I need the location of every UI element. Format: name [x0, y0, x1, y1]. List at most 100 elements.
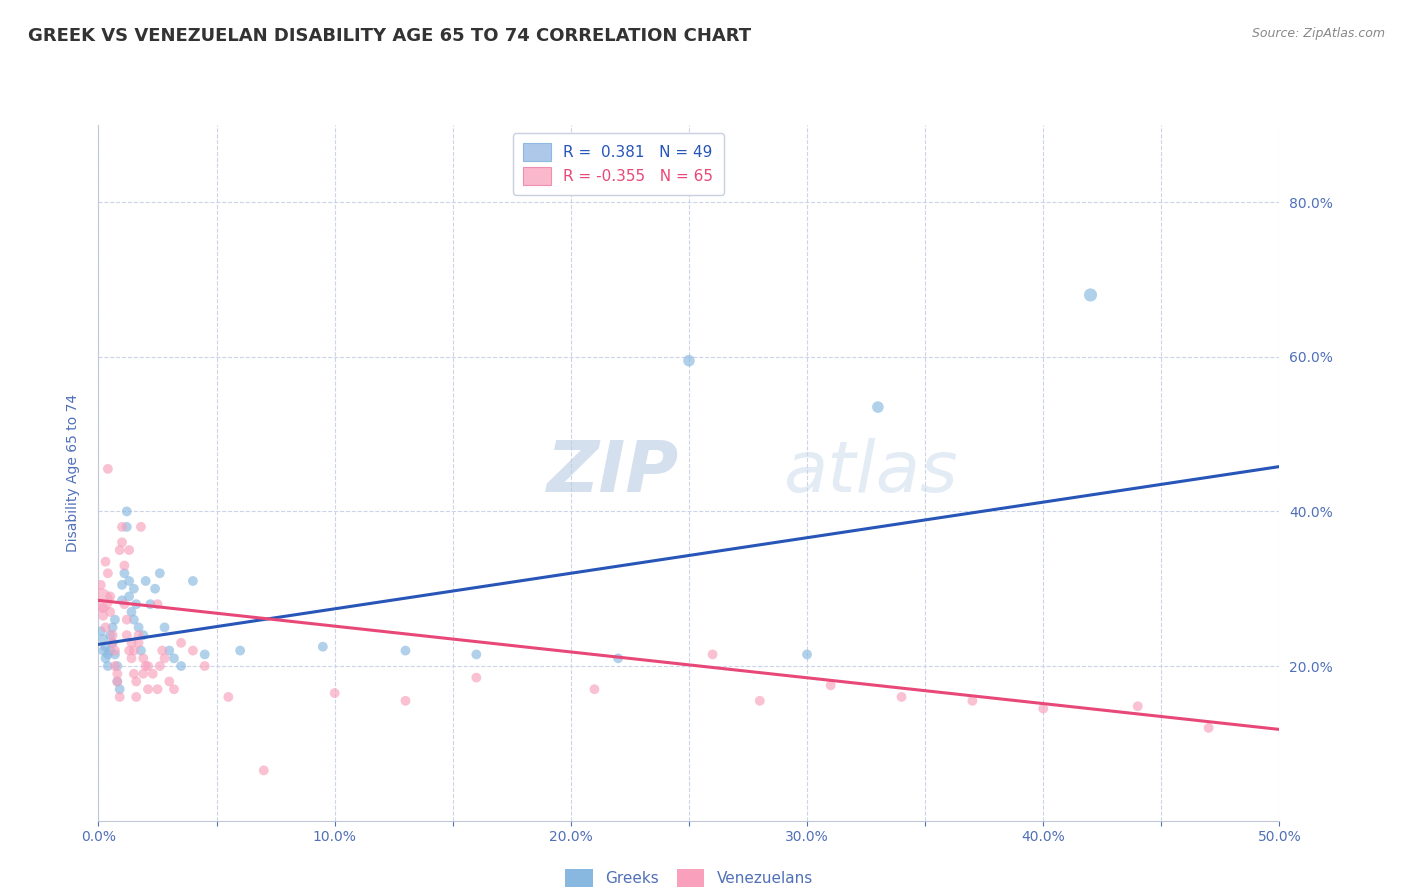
Point — [129, 643, 152, 657]
Point — [607, 651, 630, 665]
Point — [194, 659, 217, 673]
Point — [112, 597, 135, 611]
Point — [163, 682, 186, 697]
Point — [1032, 701, 1054, 715]
Point — [146, 682, 169, 697]
Point — [796, 648, 818, 662]
Point — [91, 632, 114, 646]
Point — [97, 462, 120, 476]
Point — [115, 613, 138, 627]
Point — [111, 593, 134, 607]
Point — [121, 636, 143, 650]
Point — [98, 628, 121, 642]
Point — [105, 659, 128, 673]
Point — [122, 613, 145, 627]
Point — [112, 566, 135, 581]
Point — [136, 682, 159, 697]
Point — [90, 578, 112, 592]
Point — [104, 648, 127, 662]
Text: ZIP: ZIP — [547, 438, 679, 508]
Point — [394, 643, 416, 657]
Point — [115, 504, 138, 518]
Point — [94, 555, 117, 569]
Point — [229, 643, 252, 657]
Point — [142, 666, 165, 681]
Point — [820, 678, 842, 692]
Point — [132, 651, 155, 665]
Point — [111, 520, 134, 534]
Point — [128, 628, 150, 642]
Point — [101, 636, 124, 650]
Point — [128, 620, 150, 634]
Legend: Greeks, Venezuelans: Greeks, Venezuelans — [560, 863, 818, 892]
Point — [98, 643, 121, 657]
Y-axis label: Disability Age 65 to 74: Disability Age 65 to 74 — [66, 393, 80, 552]
Point — [122, 666, 145, 681]
Point — [150, 643, 173, 657]
Point — [132, 628, 155, 642]
Text: Source: ZipAtlas.com: Source: ZipAtlas.com — [1251, 27, 1385, 40]
Point — [170, 659, 193, 673]
Point — [125, 674, 148, 689]
Point — [94, 651, 117, 665]
Point — [128, 636, 150, 650]
Point — [112, 558, 135, 573]
Point — [702, 648, 724, 662]
Point — [108, 682, 131, 697]
Point — [181, 643, 204, 657]
Point — [101, 636, 124, 650]
Point — [153, 620, 176, 634]
Point — [163, 651, 186, 665]
Point — [97, 648, 120, 662]
Point — [125, 690, 148, 704]
Point — [90, 624, 112, 639]
Point — [1198, 721, 1220, 735]
Point — [217, 690, 239, 704]
Text: atlas: atlas — [783, 438, 957, 508]
Point — [118, 643, 141, 657]
Point — [111, 535, 134, 549]
Point — [1126, 699, 1149, 714]
Point — [108, 543, 131, 558]
Point — [962, 694, 984, 708]
Point — [91, 601, 114, 615]
Point — [146, 597, 169, 611]
Point — [101, 620, 124, 634]
Point — [890, 690, 912, 704]
Point — [94, 620, 117, 634]
Point — [98, 590, 121, 604]
Point — [115, 628, 138, 642]
Point — [118, 543, 141, 558]
Point — [465, 648, 488, 662]
Point — [121, 651, 143, 665]
Point — [122, 643, 145, 657]
Point — [98, 605, 121, 619]
Point — [105, 666, 128, 681]
Point — [170, 636, 193, 650]
Point — [122, 582, 145, 596]
Text: GREEK VS VENEZUELAN DISABILITY AGE 65 TO 74 CORRELATION CHART: GREEK VS VENEZUELAN DISABILITY AGE 65 TO… — [28, 27, 751, 45]
Point — [115, 520, 138, 534]
Point — [125, 597, 148, 611]
Point — [323, 686, 346, 700]
Point — [312, 640, 335, 654]
Point — [104, 659, 127, 673]
Point — [748, 694, 770, 708]
Point — [253, 764, 276, 778]
Point — [583, 682, 606, 697]
Point — [97, 659, 120, 673]
Point — [143, 582, 166, 596]
Point — [101, 628, 124, 642]
Point — [866, 400, 889, 414]
Point — [153, 651, 176, 665]
Point — [104, 613, 127, 627]
Point — [139, 597, 162, 611]
Point — [394, 694, 416, 708]
Point — [136, 659, 159, 673]
Point — [91, 643, 114, 657]
Point — [105, 674, 128, 689]
Point — [108, 690, 131, 704]
Point — [194, 648, 217, 662]
Point — [157, 674, 180, 689]
Point — [111, 578, 134, 592]
